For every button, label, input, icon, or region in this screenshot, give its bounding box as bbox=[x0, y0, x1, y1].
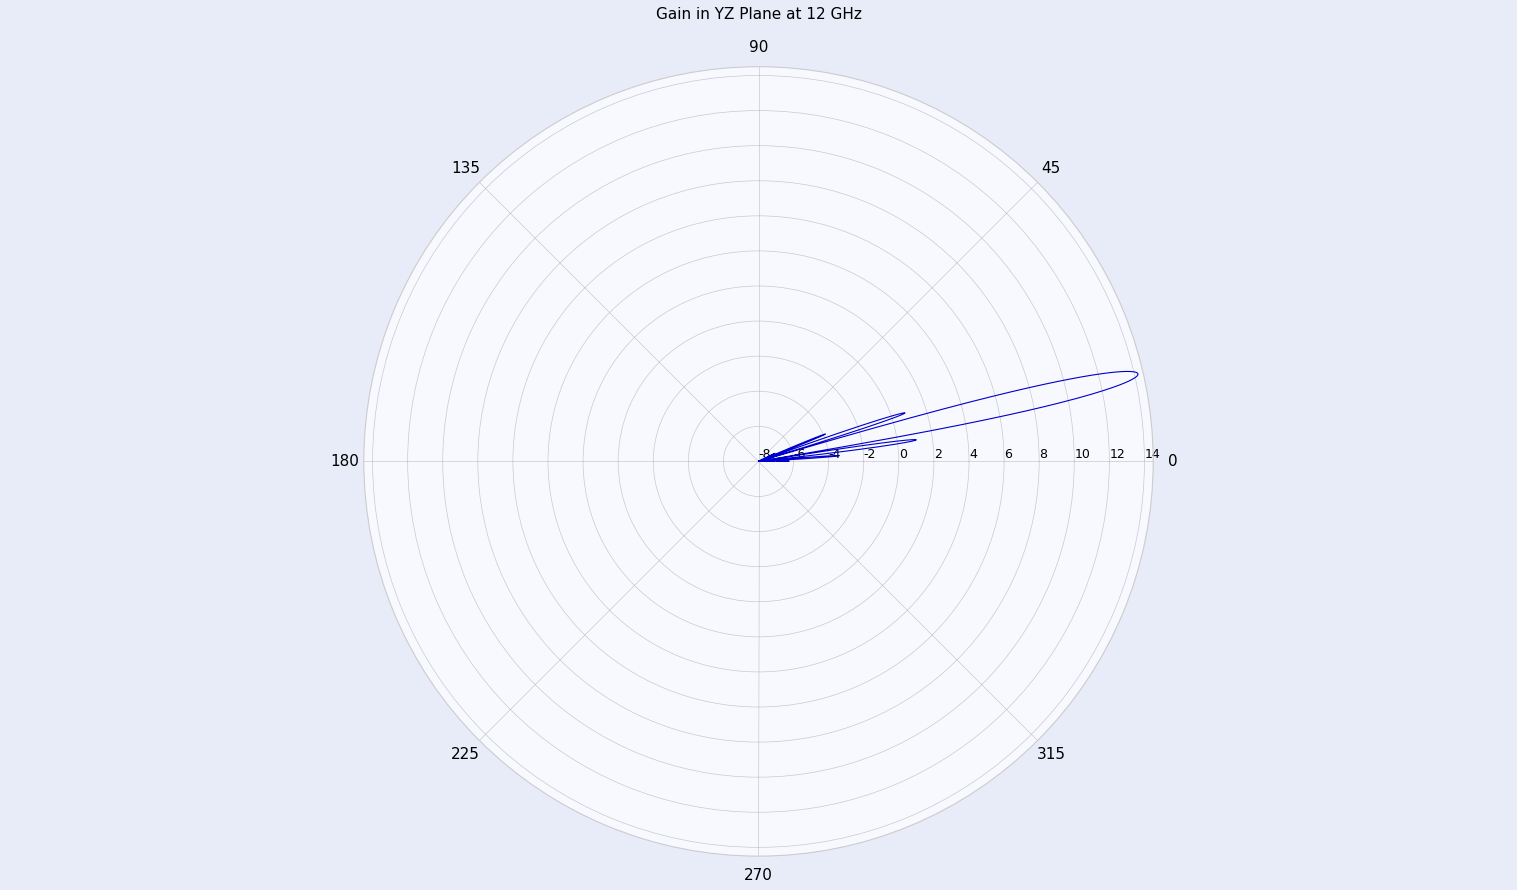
Title: Gain in YZ Plane at 12 GHz: Gain in YZ Plane at 12 GHz bbox=[655, 7, 862, 22]
